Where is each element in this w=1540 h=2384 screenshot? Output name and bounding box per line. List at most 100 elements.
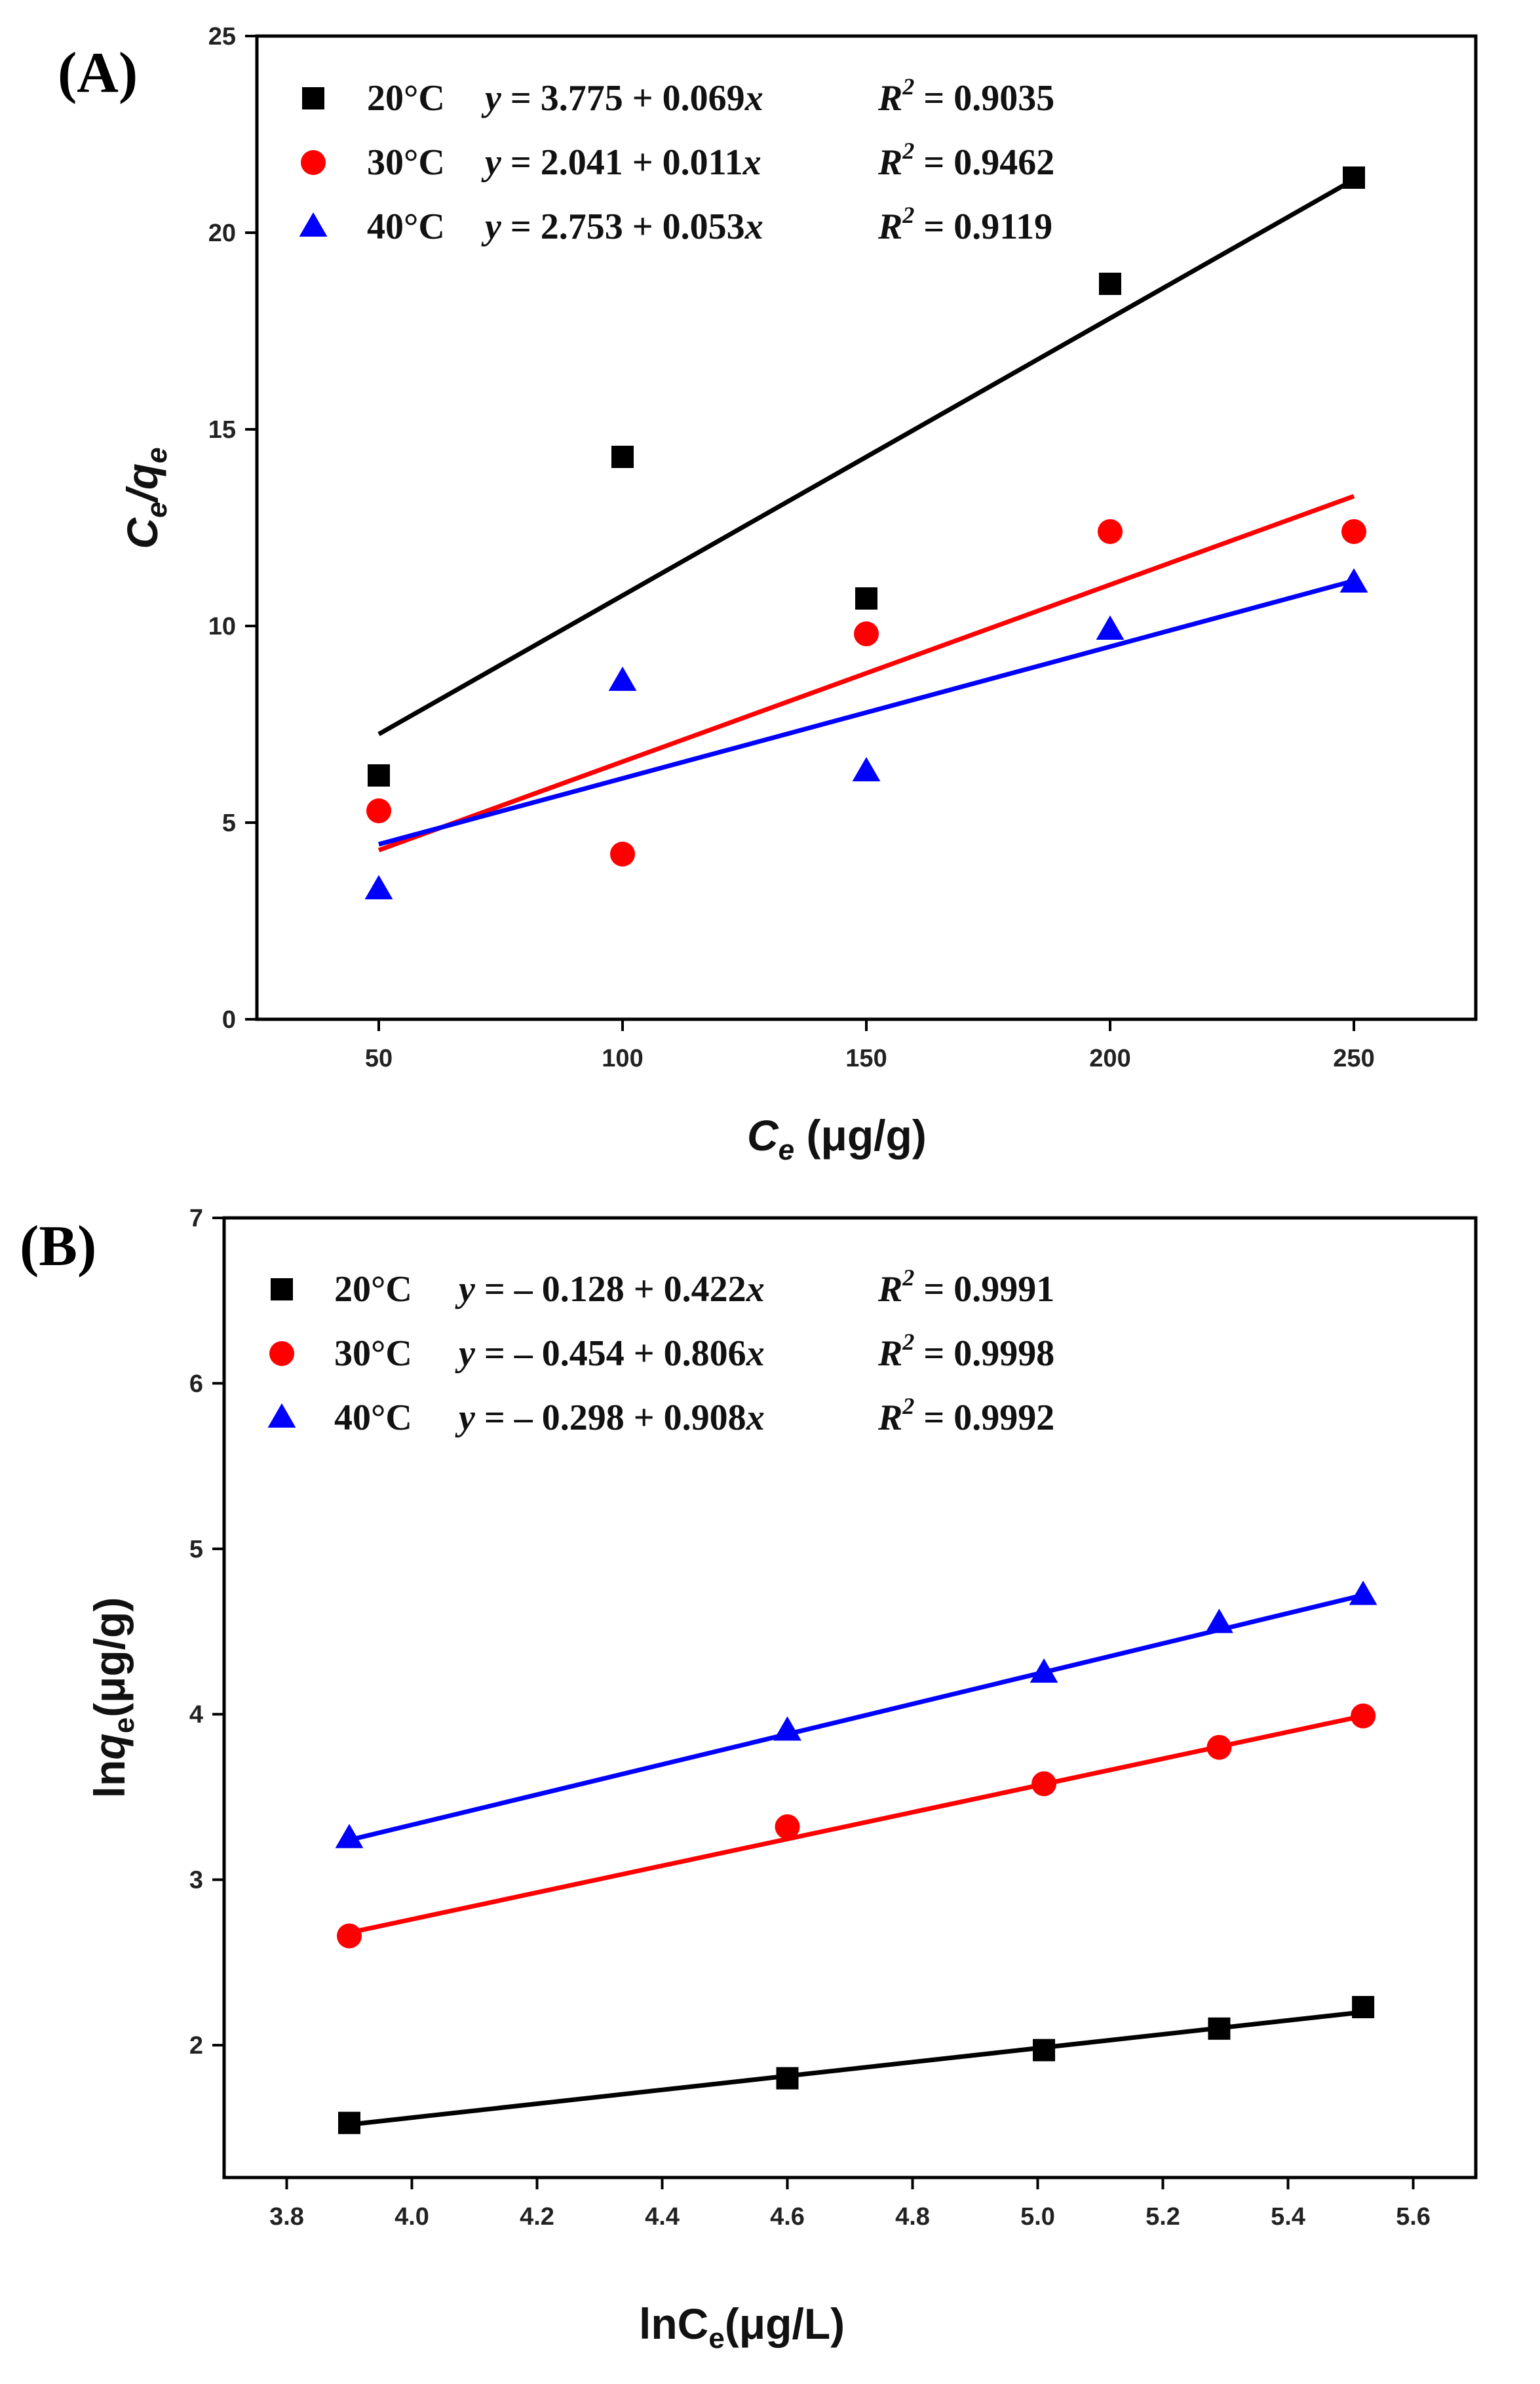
panel-b-x-tick-label: 4.0: [395, 2203, 429, 2231]
panel-b-point-30c: [1351, 1703, 1376, 1729]
panel-a-legend-equation-30c: y = 2.041 + 0.011x: [481, 142, 761, 183]
panel-b-x-tick-label: 4.8: [895, 2203, 930, 2231]
panel-b-y-tick-label: 6: [189, 1370, 203, 1397]
panel-a-y-tick-label: 5: [222, 810, 236, 837]
panel-a-legend-name-20c: 20°C: [367, 78, 445, 119]
panel-a-point-30c: [854, 621, 879, 646]
panel-a-x-tick-label: 150: [845, 1045, 887, 1072]
panel-a-point-30c: [1341, 519, 1366, 544]
panel-a-x-tick-label: 200: [1089, 1045, 1130, 1072]
panel-b-y-axis-label-text: lnqe(μg/g): [85, 1597, 140, 1799]
panel-a-legend-name-30c: 30°C: [367, 142, 445, 183]
chart-panel-b: (B) 3.8 4.0 4.2 4.4 4.6 4.8 5.0 5.2 5.4 5.6 2 3 4 5 6 7…: [20, 1205, 1478, 2355]
panel-a-legend-marker-30c: [301, 150, 326, 175]
panel-a-point-30c: [1098, 519, 1123, 544]
panel-b-y-tick-label: 2: [189, 2032, 203, 2060]
panel-a-point-20c: [611, 446, 634, 468]
panel-b-x-tick-label: 4.4: [645, 2203, 680, 2231]
panel-a-legend-r2-20c: R2 = 0.9035: [877, 73, 1054, 119]
panel-a-x-tick-label: 50: [365, 1045, 393, 1072]
panel-a-legend-r2-40c: R2 = 0.9119: [877, 202, 1052, 247]
panel-a-point-20c: [1099, 273, 1121, 295]
panel-b-y-tick-label: 7: [189, 1205, 203, 1232]
panel-b-y-tick-label: 5: [189, 1536, 203, 1563]
panel-b-point-20c: [1208, 2017, 1231, 2040]
panel-a-x-tick-label: 250: [1333, 1045, 1374, 1072]
panel-a-x-tick-label: 100: [602, 1045, 643, 1072]
panel-b-y-axis-label: lnqe(μg/g): [85, 1597, 140, 1799]
panel-a-legend-equation-20c: y = 3.775 + 0.069x: [481, 78, 763, 119]
panel-a-point-40c: [364, 874, 393, 899]
panel-b-legend-equation-20c: y = – 0.128 + 0.422x: [455, 1269, 765, 1310]
panel-b-x-tick-label: 5.6: [1396, 2203, 1431, 2231]
panel-a-fit-line-20c: [377, 177, 1355, 737]
panel-a-point-20c: [368, 764, 390, 787]
panel-b-point-20c: [776, 2067, 799, 2090]
panel-a-y-tick-label: 10: [208, 613, 236, 640]
panel-a-y-tick-label: 25: [208, 23, 236, 50]
panel-a-y-tick-label: 20: [208, 220, 236, 247]
panel-b-x-tick-label: 5.2: [1145, 2203, 1180, 2231]
panel-b-legend-r2-30c: R2 = 0.9998: [877, 1329, 1054, 1374]
panel-b-points: [335, 1580, 1377, 2134]
panel-a-fit-line-30c: [377, 494, 1355, 853]
panel-a-y-axis-label: Ce/qe: [118, 447, 173, 549]
panel-b-point-30c: [1206, 1734, 1232, 1760]
panel-b-point-30c: [337, 1923, 362, 1949]
panel-b-x-axis-label: lnCe(μg/L): [639, 2299, 845, 2355]
panel-a-legend-marker-40c: [299, 212, 328, 237]
panel-a-point-40c: [852, 756, 881, 781]
panel-b-x-tick-label: 3.8: [269, 2203, 304, 2231]
panel-b-point-30c: [775, 1814, 800, 1839]
panel-a-plot-frame: [255, 34, 1478, 1021]
panel-b-label: (B): [20, 1215, 96, 1278]
panel-a-y-tick-label: 0: [222, 1006, 236, 1034]
panel-b-point-20c: [1033, 2039, 1056, 2062]
panel-a-point-30c: [366, 798, 391, 823]
panel-a-points: [364, 166, 1368, 899]
panel-b-legend-equation-30c: y = – 0.454 + 0.806x: [455, 1333, 765, 1374]
panel-a-fit-line-40c: [378, 578, 1355, 847]
panel-a-ticks: 50 100 150 200 250 0 5 10 15 20 25: [208, 23, 1375, 1072]
panel-b-legend-marker-20c: [271, 1278, 293, 1300]
chart-panel-a: (A) 50 100 150 200 250 0 5 10 15 20 25 20°C y = 3.7…: [58, 23, 1478, 1166]
panel-b-legend-name-30c: 30°C: [334, 1333, 412, 1374]
panel-b-fit-line-30c: [349, 1713, 1364, 1935]
panel-a-point-40c: [608, 666, 637, 691]
panel-a-legend-equation-40c: y = 2.753 + 0.053x: [481, 206, 763, 247]
panel-b-ticks: 3.8 4.0 4.2 4.4 4.6 4.8 5.0 5.2 5.4 5.6 2 3 4 5 6 7: [189, 1205, 1431, 2231]
panel-a-point-40c: [1339, 568, 1368, 593]
panel-b-plot-frame: [222, 1216, 1478, 2179]
panel-b-point-20c: [338, 2111, 360, 2134]
panel-b-point-40c: [335, 1824, 364, 1848]
panel-b-point-40c: [1349, 1580, 1377, 1605]
panel-a-point-20c: [1343, 166, 1365, 189]
panel-a-y-axis-label-text: Ce/qe: [118, 447, 173, 549]
panel-b-point-20c: [1352, 1996, 1375, 2019]
panel-b-legend-equation-40c: y = – 0.298 + 0.908x: [455, 1397, 765, 1438]
panel-b-point-40c: [1205, 1609, 1233, 1633]
panel-a-point-20c: [855, 587, 877, 610]
panel-b-point-40c: [773, 1716, 801, 1741]
panel-b-x-tick-label: 5.0: [1020, 2203, 1055, 2231]
panel-b-legend-marker-40c: [267, 1403, 296, 1428]
panel-b-fit-line-40c: [349, 1593, 1364, 1843]
panel-a-y-tick-label: 15: [208, 416, 236, 444]
panel-b-x-tick-label: 4.6: [770, 2203, 805, 2231]
panel-a-legend-marker-20c: [302, 87, 324, 109]
panel-b-legend-name-40c: 40°C: [334, 1397, 412, 1438]
panel-a-legend: 20°C y = 3.775 + 0.069x R2 = 0.9035 30°C y =…: [299, 73, 1054, 247]
panel-b-y-tick-label: 3: [189, 1867, 203, 1894]
panel-b-fit-line-20c: [349, 2010, 1364, 2127]
panel-b-legend-r2-20c: R2 = 0.9991: [877, 1264, 1054, 1310]
panel-b-x-tick-label: 5.4: [1271, 2203, 1305, 2231]
panel-b-legend-marker-30c: [269, 1341, 294, 1366]
panel-b-point-30c: [1031, 1771, 1057, 1797]
panel-b-x-tick-label: 4.2: [520, 2203, 554, 2231]
panel-a-legend-name-40c: 40°C: [367, 206, 445, 247]
panel-b-point-40c: [1030, 1658, 1058, 1683]
panel-a-point-30c: [610, 842, 635, 867]
panel-a-x-axis-label: Ce (μg/g): [747, 1111, 927, 1166]
panel-a-legend-r2-30c: R2 = 0.9462: [877, 138, 1054, 183]
